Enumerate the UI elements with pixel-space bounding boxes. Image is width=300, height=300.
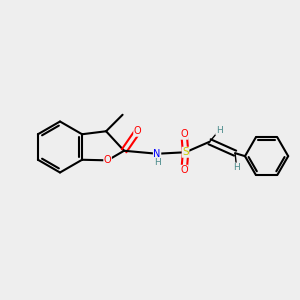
- Text: N: N: [153, 149, 161, 159]
- Text: S: S: [182, 147, 189, 157]
- Text: O: O: [180, 165, 188, 175]
- Text: O: O: [180, 129, 188, 139]
- Text: H: H: [233, 163, 240, 172]
- Text: O: O: [104, 155, 111, 165]
- Text: H: H: [216, 126, 223, 135]
- Text: O: O: [134, 126, 141, 136]
- Text: H: H: [154, 158, 160, 167]
